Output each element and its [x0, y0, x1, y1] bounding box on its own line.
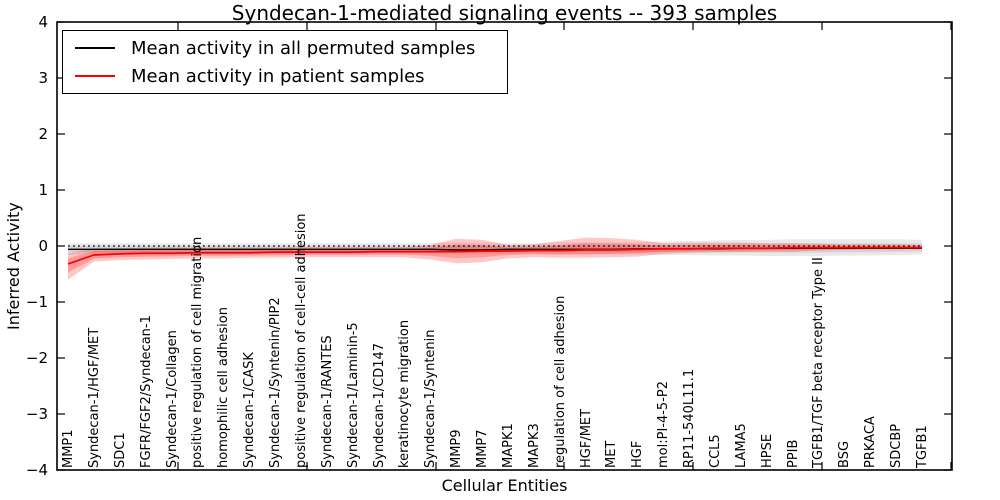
red-line-swatch — [75, 75, 115, 77]
x-category-label: SDCBP — [889, 423, 905, 468]
x-category-label: MMP9 — [449, 429, 465, 468]
x-category-label: BSG — [837, 440, 853, 468]
x-category-label: HGF — [630, 440, 646, 468]
legend-label: Mean activity in patient samples — [131, 65, 425, 87]
x-category-label: homophilic cell adhesion — [216, 307, 232, 468]
legend: Mean activity in all permuted samples Me… — [62, 30, 508, 94]
y-tick-label: 2 — [38, 125, 48, 143]
x-category-label: positive regulation of cell migration — [190, 236, 206, 468]
x-category-label: Syndecan-1/Syntenin — [423, 329, 439, 469]
y-tick-label: −3 — [25, 405, 48, 423]
x-category-label: PPIB — [785, 439, 801, 468]
y-tick-label: −1 — [25, 293, 48, 311]
x-category-label: MET — [604, 440, 620, 468]
y-tick-label: 3 — [38, 69, 48, 87]
x-category-label: regulation of cell adhesion — [552, 295, 568, 468]
patient-band-core — [68, 243, 922, 273]
legend-entry-patient: Mean activity in patient samples — [75, 62, 495, 90]
x-axis-label: Cellular Entities — [441, 476, 568, 495]
x-category-label: MAPK3 — [526, 423, 542, 468]
x-category-label: Syndecan-1/Laminin-5 — [345, 322, 361, 468]
black-line-swatch — [75, 47, 115, 49]
legend-entry-permuted: Mean activity in all permuted samples — [75, 34, 495, 62]
y-tick-label: −2 — [25, 349, 48, 367]
y-tick-label: 4 — [38, 13, 48, 31]
x-category-label: SDC1 — [112, 432, 128, 468]
chart-title: Syndecan-1-mediated signaling events -- … — [231, 1, 778, 25]
legend-label: Mean activity in all permuted samples — [131, 37, 476, 59]
x-category-label: MMP7 — [475, 429, 491, 468]
x-category-label: HPSE — [759, 433, 775, 468]
x-category-label: keratinocyte migration — [397, 319, 413, 468]
x-category-label: TGFB1/TGF beta receptor Type II — [811, 257, 827, 468]
x-category-label: LAMA5 — [733, 423, 749, 468]
x-category-label: Syndecan-1/CASK — [242, 352, 258, 468]
y-tick-label: 1 — [38, 181, 48, 199]
x-category-label: Syndecan-1/Syntenin/PIP2 — [268, 297, 284, 468]
x-category-label: CCL5 — [707, 434, 723, 468]
x-category-label: HGF/MET — [578, 408, 594, 468]
x-category-label: TGFB1 — [915, 425, 930, 468]
x-category-label: PRKACA — [863, 416, 879, 468]
x-category-label: Syndecan-1/Collagen — [164, 330, 180, 468]
x-category-label: Syndecan-1/RANTES — [319, 335, 335, 468]
x-category-label: Syndecan-1/CD147 — [371, 342, 387, 468]
x-category-label: RP11-540L11.1 — [682, 368, 698, 468]
patient-mean-line — [67, 246, 922, 265]
x-category-label: Syndecan-1/HGF/MET — [86, 327, 102, 468]
y-tick-label: 0 — [38, 237, 48, 255]
x-category-label: MAPK1 — [500, 423, 516, 468]
y-tick-label: −4 — [25, 461, 48, 479]
x-category-label: positive regulation of cell-cell adhesio… — [293, 213, 309, 468]
x-category-label: mol:PI-4-5-P2 — [656, 380, 672, 468]
x-category-label: FGFR/FGF2/Syndecan-1 — [138, 315, 154, 468]
x-category-label: MMP1 — [61, 429, 76, 468]
